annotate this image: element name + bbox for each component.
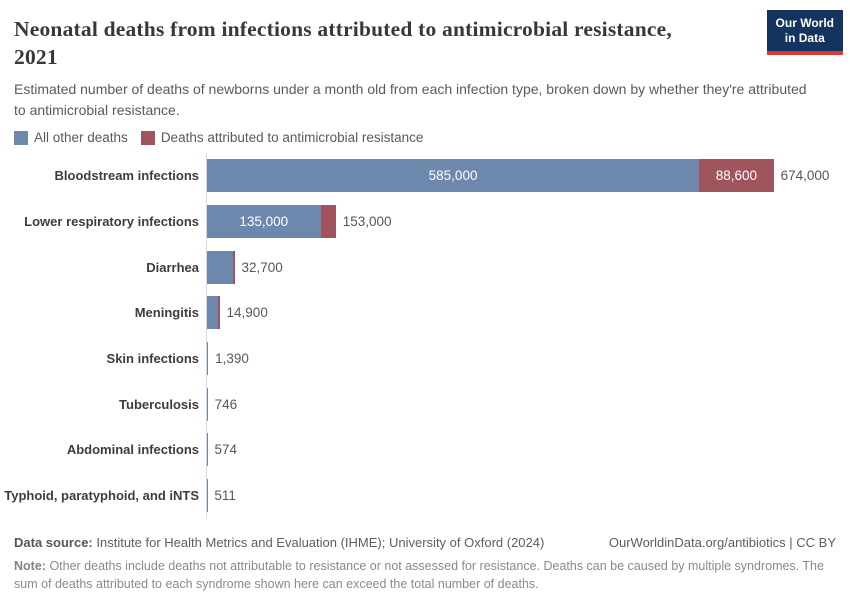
data-source-text: Institute for Health Metrics and Evaluat…	[96, 534, 545, 550]
owid-logo[interactable]: Our World in Data	[766, 10, 843, 55]
footnote-label: Note:	[14, 558, 46, 573]
bar-value-label: 88,600	[715, 168, 758, 184]
bar-value-label: 135,000	[239, 214, 289, 230]
source-line: Data source: Institute for Health Metric…	[14, 535, 836, 551]
category-label: Diarrhea	[146, 259, 199, 275]
total-value-label: 14,900	[226, 305, 268, 321]
total-value-label: 674,000	[780, 168, 830, 184]
bar-segment-amr-deaths[interactable]	[232, 250, 235, 284]
chart-row: Lower respiratory infections 135,000 153,0…	[0, 198, 850, 245]
total-value-label: 511	[214, 488, 236, 504]
bar-value-label: 585,000	[428, 168, 478, 184]
bar-segment-other-deaths[interactable]	[207, 250, 233, 284]
total-value-label: 574	[214, 442, 237, 458]
bar[interactable]	[207, 250, 235, 284]
chart-row: Skin infections 1,390	[0, 335, 850, 382]
bar[interactable]: 585,000 88,600	[207, 159, 774, 193]
bar-segment-amr-deaths[interactable]: 88,600	[699, 159, 774, 193]
bar-segment-other-deaths[interactable]: 585,000	[207, 159, 700, 193]
category-label: Meningitis	[134, 305, 199, 321]
category-label: Abdominal infections	[66, 442, 199, 458]
data-source: Data source: Institute for Health Metric…	[14, 535, 544, 551]
bar[interactable]	[207, 296, 220, 330]
plot-area: 32,700	[206, 244, 850, 291]
category-label: Lower respiratory infections	[24, 214, 199, 230]
footnote: Note: Other deaths include deaths not at…	[14, 557, 836, 593]
category-label: Typhoid, paratyphoid, and iNTS	[4, 488, 199, 504]
legend-item-other: All other deaths	[14, 130, 128, 145]
total-value-label: 746	[214, 396, 238, 412]
plot-area: 14,900	[206, 290, 850, 336]
logo-line-1: Our World	[775, 16, 834, 30]
bar-chart: Bloodstream infections 585,000 88,600 674,0…	[0, 153, 850, 519]
chart-row: Diarrhea 32,700	[0, 244, 850, 291]
legend-item-amr: Deaths attributed to antimicrobial resis…	[140, 130, 424, 145]
chart-row: Typhoid, paratyphoid, and iNTS 511	[0, 472, 850, 519]
category-label: Skin infections	[106, 351, 199, 367]
bar-segment-amr-deaths[interactable]	[320, 205, 336, 239]
category-label: Tuberculosis	[119, 396, 199, 412]
legend-label: Deaths attributed to antimicrobial resis…	[160, 130, 424, 145]
legend-label: All other deaths	[34, 130, 128, 145]
data-source-label: Data source:	[14, 534, 93, 550]
title-line-1: Neonatal deaths from infections attribut…	[14, 17, 672, 41]
plot-area: 585,000 88,600 674,000	[206, 153, 850, 199]
plot-area: 511	[206, 472, 850, 519]
bar-segment-other-deaths[interactable]	[207, 387, 208, 421]
bar-segment-other-deaths[interactable]	[207, 342, 209, 376]
total-value-label: 1,390	[215, 351, 249, 367]
footnote-text: Other deaths include deaths not attribut…	[14, 558, 824, 591]
plot-area: 746	[206, 381, 850, 428]
logo-line-2: in Data	[784, 31, 825, 45]
chart-row: Meningitis 14,900	[0, 290, 850, 336]
total-value-label: 153,000	[342, 214, 392, 230]
chart-row: Tuberculosis 746	[0, 381, 850, 428]
bar[interactable]: 135,000	[207, 205, 336, 239]
credit-link[interactable]: OurWorldinData.org/antibiotics | CC BY	[608, 534, 836, 550]
legend-swatch-other	[14, 130, 28, 145]
chart-row: Bloodstream infections 585,000 88,600 674,0…	[0, 153, 850, 199]
chart-footer: Data source: Institute for Health Metric…	[14, 535, 836, 593]
legend-swatch-amr	[140, 130, 155, 145]
bar-segment-other-deaths[interactable]: 135,000	[207, 205, 321, 239]
plot-area: 135,000 153,000	[206, 198, 850, 245]
plot-area: 574	[206, 427, 850, 473]
chart-row: Abdominal infections 574	[0, 427, 850, 473]
page-title: Neonatal deaths from infections attribut…	[0, 0, 850, 71]
total-value-label: 32,700	[241, 259, 283, 275]
bar-segment-other-deaths[interactable]	[207, 296, 219, 330]
bar-segment-amr-deaths[interactable]	[218, 296, 220, 330]
plot-area: 1,390	[206, 335, 850, 382]
legend: All other deaths Deaths attributed to ant…	[14, 130, 836, 145]
bar[interactable]	[207, 387, 208, 421]
title-line-2: 2021	[14, 45, 58, 69]
chart-subtitle: Estimated number of deaths of newborns u…	[14, 81, 807, 118]
category-label: Bloodstream infections	[54, 168, 199, 184]
bar[interactable]	[207, 342, 209, 376]
